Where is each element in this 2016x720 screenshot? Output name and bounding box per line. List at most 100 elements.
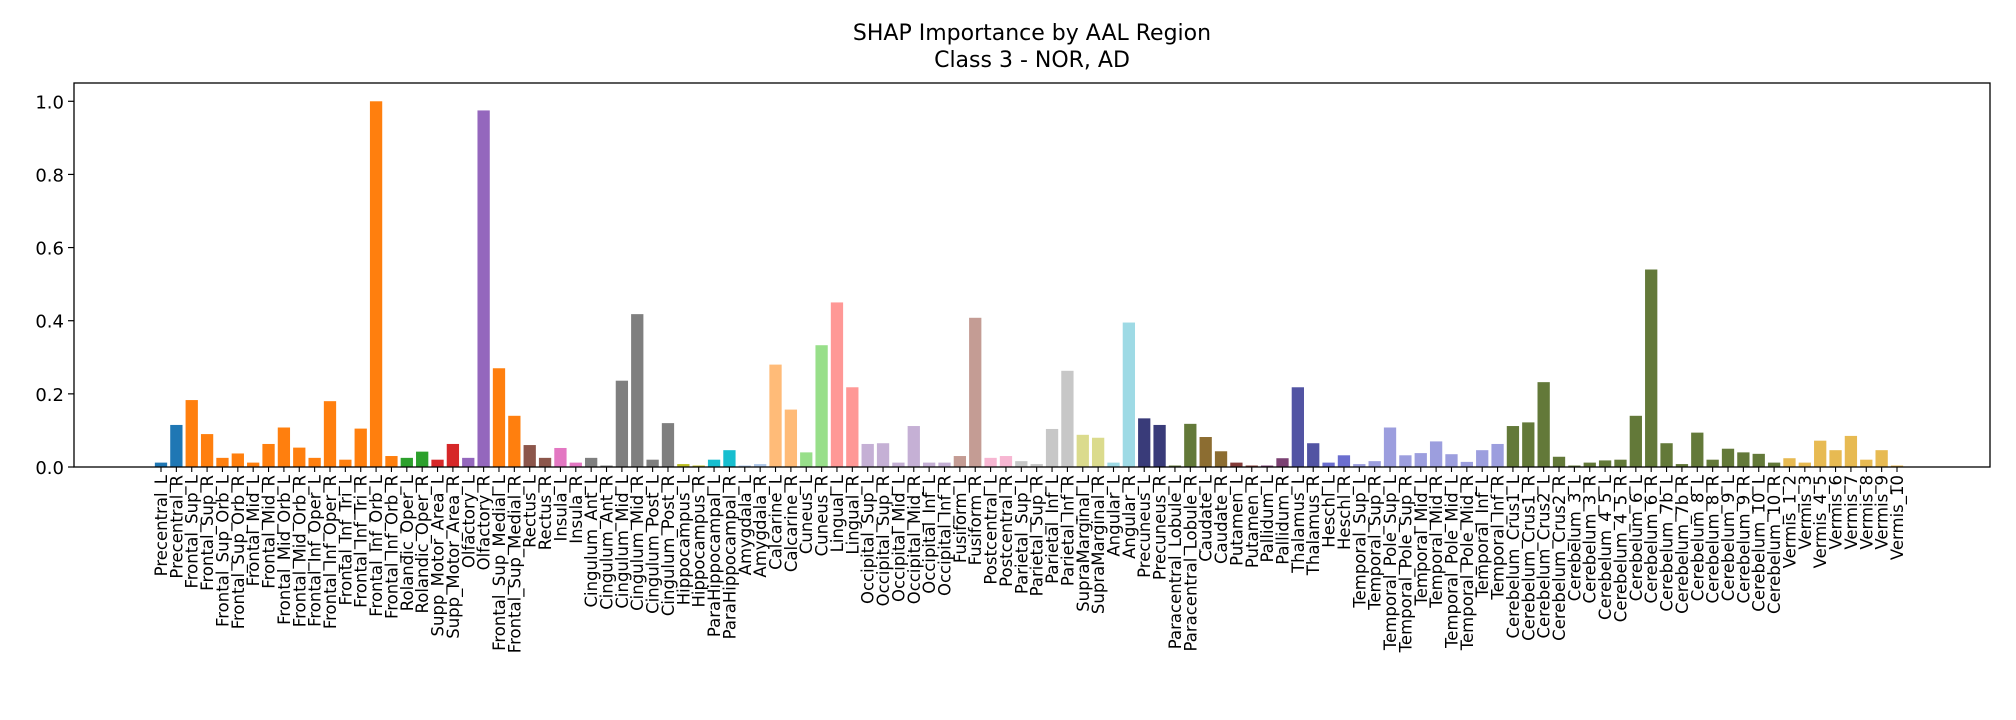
x-tick-label: Fusiform_L [951,474,971,563]
x-tick-label: Insula_L [551,474,571,541]
x-tick-label: SupraMarginal_L [1074,474,1094,612]
x-tick-label: Amygdala_L [736,474,756,575]
bar [1045,428,1059,467]
x-tick-label: Lingual_R [843,475,863,555]
bar [231,453,244,467]
x-tick-label: Pallidum_L [1258,474,1278,562]
bar [1737,452,1750,467]
bar [692,465,705,467]
x-tick-label: Heschl_L [1320,474,1340,548]
bar [830,302,844,467]
x-tick-label: Supp_Motor_Area_R [444,475,464,639]
bar [1491,443,1504,467]
x-tick-label: Parietal_Sup_L [1012,474,1032,594]
bar [569,462,582,467]
bar [1814,440,1827,467]
x-tick-label: Cerebelum_Crus1_R [1519,475,1539,641]
bar [815,345,828,467]
bar [1368,461,1381,467]
bar [738,465,751,467]
bar [1890,465,1904,467]
bar [170,424,183,467]
x-tick-label: Frontal_Mid_Orb_R [290,475,310,627]
x-tick-label: Temporal_Pole_Mid_R [1458,475,1478,651]
bar [385,456,398,467]
bar [800,452,813,467]
x-tick-label: Cerebelum_6_R [1642,475,1662,603]
bars [154,101,1904,468]
x-tick-label: Temporal_Pole_Sup_L [1381,474,1401,651]
bar [1598,460,1612,467]
x-tick-label: Cerebelum_8_R [1704,475,1724,603]
bar [661,423,675,467]
x-tick-label: Supp_Motor_Area_L [429,474,449,636]
bar [938,462,951,467]
bar [1429,441,1443,467]
bar [631,314,644,467]
bar [1445,454,1458,467]
x-tick-label: Vermis_4_5 [1811,475,1831,568]
bar [600,465,613,467]
x-tick-label: Temporal_Mid_L [1412,474,1432,606]
bar [523,445,536,467]
x-tick-label: Cerebelum_10_R [1765,475,1785,614]
x-tick-label: Caudate_R [1212,475,1232,564]
y-tick-label: 1.0 [35,92,64,113]
bar [277,427,291,467]
x-tick-label: Cerebelum_4_5_R [1611,475,1631,622]
bar [339,459,352,467]
bar [462,457,475,467]
bar [861,443,874,467]
x-tick-label: Parietal_Inf_L [1043,474,1063,584]
chart-title: SHAP Importance by AAL Region [853,21,1211,46]
bar [1675,464,1689,467]
bar [1153,424,1166,467]
bar [1383,427,1397,467]
bar [769,364,782,467]
x-tick-label: ParaHippocampal_L [705,474,725,637]
bar [1752,453,1765,467]
bar [1583,462,1596,467]
bar [907,426,920,467]
bar [1522,422,1535,467]
x-tick-label: Precentral_L [152,474,172,576]
x-tick-label: Cerebelum_4_5_L [1596,474,1616,620]
bar [1091,437,1105,467]
bar [1122,322,1136,467]
x-tick-label: Postcentral_L [982,474,1002,584]
bar [1276,458,1289,467]
x-tick-label: Frontal_Sup_L [183,474,203,588]
bar [538,457,552,467]
x-tick-label: Occipital_Mid_L [889,474,909,602]
bar [308,457,321,467]
x-tick-label: Cerebelum_7b_L [1658,474,1678,611]
bar [922,462,936,467]
x-tick-label: Frontal_Mid_L [244,474,264,586]
bar [185,400,198,467]
x-tick-label: Postcentral_R [997,475,1017,587]
bar [1184,423,1197,467]
bar [1214,451,1228,467]
x-tick-label: Vermis_6 [1827,475,1847,550]
bar [1322,462,1335,467]
bar [1706,459,1719,467]
x-tick-label: Pallidum_R [1273,475,1293,565]
bar [1568,465,1581,467]
x-tick-label: Precuneus_R [1151,475,1171,580]
x-tick-label: Rolandic_Oper_L [398,474,418,611]
bar [1061,370,1074,467]
x-tick-label: Thalamus_R [1304,475,1324,576]
bar [1015,461,1028,467]
bar [1460,461,1473,467]
x-tick-label: Cingulum_Ant_L [582,474,602,607]
x-tick-label: Frontal_Sup_R [198,475,218,591]
x-tick-label: Cerebelum_7b_R [1673,475,1693,614]
x-tick-label: Temporal_Pole_Sup_R [1396,475,1416,653]
bar [707,459,721,467]
x-tick-label: Olfactory_R [475,475,495,570]
bar [677,464,690,467]
bar [754,464,767,467]
bar [293,447,306,467]
x-tick-label: Angular_L [1104,474,1124,556]
x-tick-label: Cingulum_Post_L [644,474,664,614]
